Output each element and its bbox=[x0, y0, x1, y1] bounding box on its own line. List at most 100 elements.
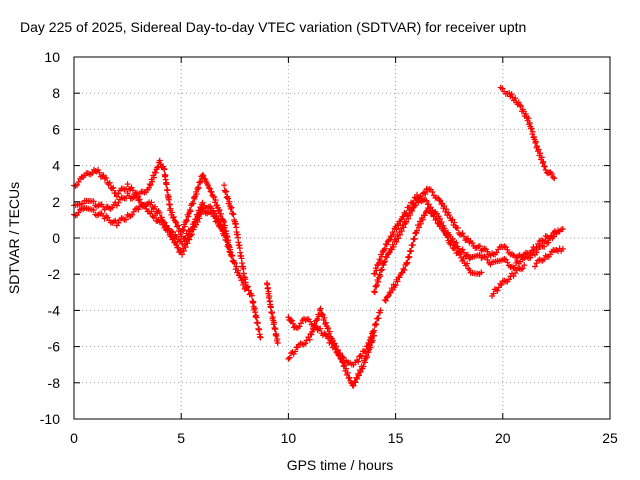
data-point bbox=[440, 222, 447, 229]
data-point bbox=[541, 243, 548, 250]
data-point bbox=[508, 91, 515, 98]
data-point bbox=[341, 362, 348, 369]
data-point bbox=[197, 211, 204, 218]
data-point bbox=[188, 231, 195, 238]
data-point bbox=[196, 179, 203, 186]
data-point bbox=[221, 187, 228, 194]
data-point bbox=[423, 197, 430, 204]
data-point bbox=[135, 206, 142, 213]
y-tick-label: 8 bbox=[52, 85, 60, 101]
data-point bbox=[459, 230, 466, 237]
x-tick-label: 5 bbox=[177, 430, 185, 446]
data-point bbox=[230, 211, 237, 218]
data-point bbox=[165, 225, 172, 232]
data-point bbox=[235, 267, 242, 274]
data-point bbox=[390, 231, 397, 238]
data-point bbox=[129, 187, 136, 194]
data-point bbox=[358, 353, 365, 360]
series-track-e bbox=[263, 280, 281, 346]
data-point bbox=[551, 175, 558, 182]
data-point bbox=[448, 239, 455, 246]
data-point bbox=[354, 375, 361, 382]
data-point bbox=[248, 292, 255, 299]
data-point bbox=[167, 205, 174, 212]
data-point bbox=[361, 359, 368, 366]
data-point bbox=[321, 314, 328, 321]
data-point bbox=[135, 193, 142, 200]
data-point bbox=[313, 317, 320, 324]
data-point bbox=[206, 185, 213, 192]
data-point bbox=[112, 189, 119, 196]
data-point bbox=[383, 254, 390, 261]
data-point bbox=[223, 188, 230, 195]
series-track-h bbox=[371, 185, 560, 296]
data-point bbox=[540, 158, 547, 165]
data-point bbox=[147, 182, 154, 189]
data-point bbox=[205, 184, 212, 191]
data-point bbox=[528, 125, 535, 132]
data-point bbox=[266, 292, 273, 299]
data-point bbox=[427, 204, 434, 211]
data-point bbox=[406, 204, 413, 211]
data-point bbox=[402, 211, 409, 218]
series-track-g bbox=[285, 305, 378, 389]
data-point bbox=[373, 321, 380, 328]
data-point bbox=[452, 244, 459, 251]
data-point bbox=[233, 263, 240, 270]
data-point bbox=[213, 217, 220, 224]
data-point bbox=[168, 231, 175, 238]
data-point bbox=[550, 174, 557, 181]
data-point bbox=[521, 262, 528, 269]
data-point bbox=[227, 249, 234, 256]
data-point bbox=[90, 207, 97, 214]
series-track-a bbox=[71, 190, 249, 293]
series-track-l bbox=[531, 245, 566, 270]
data-point bbox=[375, 315, 382, 322]
data-point bbox=[187, 208, 194, 215]
series-track-i bbox=[371, 191, 566, 277]
data-point bbox=[178, 233, 185, 240]
data-point bbox=[441, 203, 448, 210]
data-point bbox=[294, 344, 301, 351]
data-point bbox=[403, 209, 410, 216]
data-point bbox=[409, 208, 416, 215]
series-track-k bbox=[489, 262, 528, 300]
data-point bbox=[228, 204, 235, 211]
data-point bbox=[150, 174, 157, 181]
y-tick-label: 4 bbox=[52, 158, 60, 174]
data-point bbox=[504, 246, 511, 253]
data-point bbox=[466, 266, 473, 273]
data-point bbox=[400, 265, 407, 272]
data-point bbox=[221, 227, 228, 234]
data-point bbox=[456, 251, 463, 258]
data-point bbox=[390, 243, 397, 250]
data-point bbox=[288, 317, 295, 324]
data-point bbox=[393, 238, 400, 245]
data-point bbox=[495, 284, 502, 291]
data-point bbox=[110, 184, 117, 191]
data-point bbox=[382, 297, 389, 304]
series-track-m bbox=[497, 84, 558, 182]
data-point bbox=[377, 257, 384, 264]
data-point bbox=[182, 244, 189, 251]
data-point bbox=[271, 319, 278, 326]
data-point bbox=[385, 237, 392, 244]
data-point bbox=[559, 225, 566, 232]
data-point bbox=[227, 205, 234, 212]
grid-lines bbox=[74, 57, 610, 419]
data-point bbox=[377, 307, 384, 314]
data-point bbox=[548, 170, 555, 177]
data-point bbox=[312, 322, 319, 329]
data-point bbox=[254, 320, 261, 327]
data-point bbox=[285, 355, 292, 362]
data-point bbox=[538, 154, 545, 161]
data-point bbox=[559, 245, 566, 252]
data-point bbox=[533, 249, 540, 256]
data-point bbox=[288, 350, 295, 357]
data-point bbox=[519, 265, 526, 272]
data-point bbox=[466, 255, 473, 262]
y-tick-label: -10 bbox=[40, 411, 60, 427]
data-point bbox=[395, 235, 402, 242]
data-point bbox=[125, 185, 132, 192]
data-point bbox=[493, 249, 500, 256]
